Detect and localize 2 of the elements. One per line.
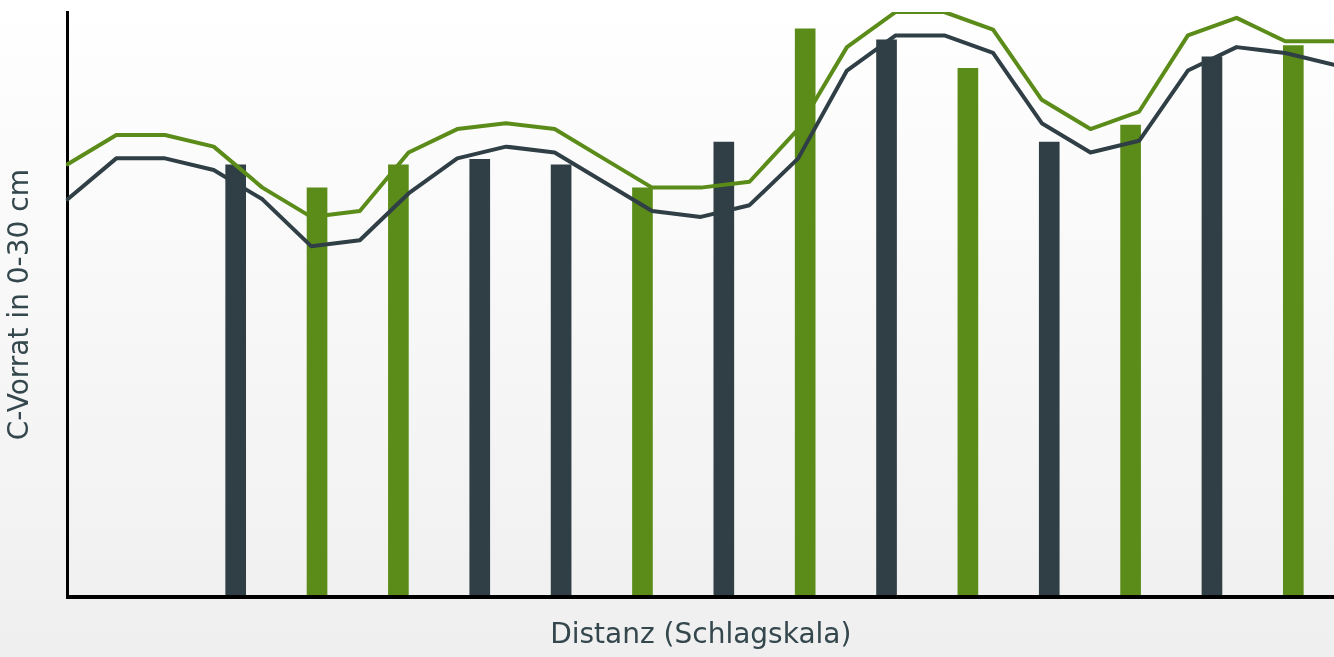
x-axis-title: Distanz (Schlagskala) bbox=[550, 617, 852, 651]
y-axis-title: C-Vorrat in 0-30 cm bbox=[2, 169, 36, 441]
